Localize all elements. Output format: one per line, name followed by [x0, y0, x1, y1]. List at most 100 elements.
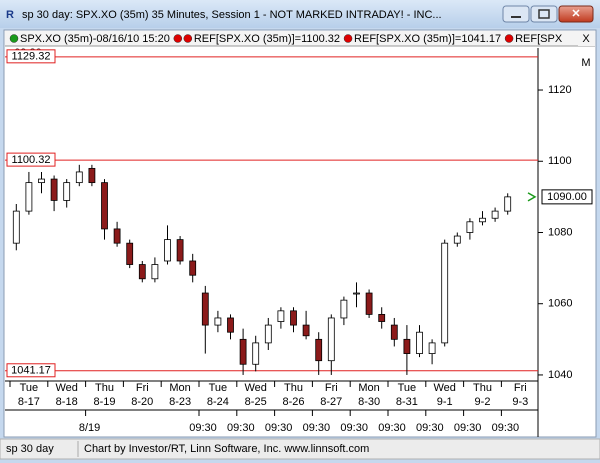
legend-text: REF[SPX.XO (35m)]=1100.32 [194, 33, 340, 45]
status-left: sp 30 day [6, 443, 54, 455]
app-icon: R [6, 9, 14, 21]
candle-body [25, 182, 33, 212]
candle-body [315, 338, 323, 362]
candle-body [113, 228, 121, 244]
last-price-label: 1090.00 [547, 191, 587, 203]
date-label: 8-23 [169, 396, 191, 408]
maximize-button[interactable] [530, 5, 558, 23]
date-label: 8-25 [245, 396, 267, 408]
close-glyph: ✕ [571, 8, 580, 20]
legend-text: SPX.XO (35m)-08/16/10 15:20 [20, 33, 170, 45]
reference-label-box [6, 363, 56, 378]
weekday-label: Fri [325, 382, 338, 394]
candle-body [252, 342, 260, 365]
time-label: 09:30 [416, 422, 444, 434]
candle-body [63, 182, 71, 201]
candle-body [353, 292, 360, 295]
candle-body [403, 338, 411, 354]
time-label: 09:30 [492, 422, 520, 434]
legend-marker [173, 34, 183, 43]
reference-label: 1041.17 [11, 365, 51, 377]
legend-text: REF[SPX [515, 33, 563, 45]
candle-body [479, 217, 486, 223]
candle-body [264, 324, 272, 344]
date-label: 9-2 [475, 396, 491, 408]
candle-body [365, 292, 373, 315]
y-tick-label: 1080 [548, 226, 572, 238]
candle-body [416, 331, 423, 354]
reference-label-box [6, 49, 56, 64]
candle-body [390, 324, 398, 340]
time-label: 09:30 [227, 422, 255, 434]
weekday-label: Tue [398, 382, 417, 394]
last-price-box [541, 189, 593, 205]
candle-body [378, 313, 386, 322]
candle-body [189, 260, 197, 276]
minimize-button[interactable] [502, 5, 530, 23]
candle-body [340, 299, 348, 319]
candle-body [290, 310, 297, 326]
status-right: Chart by Investor/RT, Linn Software, Inc… [84, 443, 369, 455]
time-label: 8/19 [79, 422, 100, 434]
legend-close-bg [578, 31, 595, 46]
candle-body [466, 221, 474, 233]
weekday-label: Wed [433, 382, 455, 394]
date-label: 8-26 [282, 396, 304, 408]
weekday-label: Tue [20, 382, 39, 394]
reference-label: 1129.32 [12, 51, 51, 63]
candle-body [453, 235, 461, 244]
legend-text: REF[SPX.XO (35m)]=1041.17 [354, 33, 501, 45]
date-label: 8-31 [396, 396, 418, 408]
candle-body [75, 171, 83, 184]
candle-body [101, 182, 108, 230]
legend-row [5, 31, 595, 46]
candle-body [201, 292, 209, 326]
date-label: 8-19 [93, 396, 115, 408]
legend-marker [9, 34, 19, 43]
weekday-label: Mon [169, 382, 190, 394]
candle-body [428, 342, 436, 354]
time-label: 09:30 [454, 422, 482, 434]
candle-body [441, 242, 449, 344]
candle-body [302, 324, 310, 337]
y-tick-label: 1120 [548, 84, 572, 96]
weekday-label: Thu [284, 382, 303, 394]
legend-marker [504, 34, 514, 43]
weekday-label: Wed [55, 382, 77, 394]
time-label: 09:30 [303, 422, 331, 434]
legend: SPX.XO (35m)-08/16/10 15:20 REF[SPX.XO (3… [9, 33, 563, 45]
candle-body [138, 264, 146, 280]
time-label: 09:30 [189, 422, 217, 434]
candle-body [277, 310, 285, 322]
time-label: 09:30 [265, 422, 293, 434]
candle-body [12, 210, 20, 244]
maximize-glyph [538, 9, 550, 19]
time-label: 09:30 [340, 422, 368, 434]
date-label: 9-1 [437, 396, 453, 408]
legend-marker [343, 34, 353, 43]
time-label: 09:30 [378, 422, 406, 434]
date-label: 8-30 [358, 396, 380, 408]
close-button[interactable] [558, 5, 594, 23]
weekday-label: Thu [473, 382, 492, 394]
candle-body [176, 239, 184, 262]
legend-close[interactable]: X [582, 33, 590, 45]
legend-marker [183, 34, 193, 43]
title-bar [0, 0, 600, 28]
date-label: 8-20 [131, 396, 153, 408]
window-title: sp 30 day: SPX.XO (35m) 35 Minutes, Sess… [22, 9, 442, 21]
date-label: 8-27 [320, 396, 342, 408]
y-tick-label: 1060 [548, 298, 572, 310]
date-label: 8-24 [207, 396, 229, 408]
candle-body [164, 239, 171, 262]
weekday-label: Fri [136, 382, 149, 394]
last-price-arrow [527, 192, 537, 202]
candle-body [214, 317, 222, 326]
date-label: 9-3 [512, 396, 528, 408]
candle-body [151, 264, 159, 280]
candle-body [50, 178, 58, 201]
y-tick-label: 1040 [548, 369, 572, 381]
reference-label-box [6, 152, 56, 167]
reference-label: 1100.32 [12, 154, 51, 166]
